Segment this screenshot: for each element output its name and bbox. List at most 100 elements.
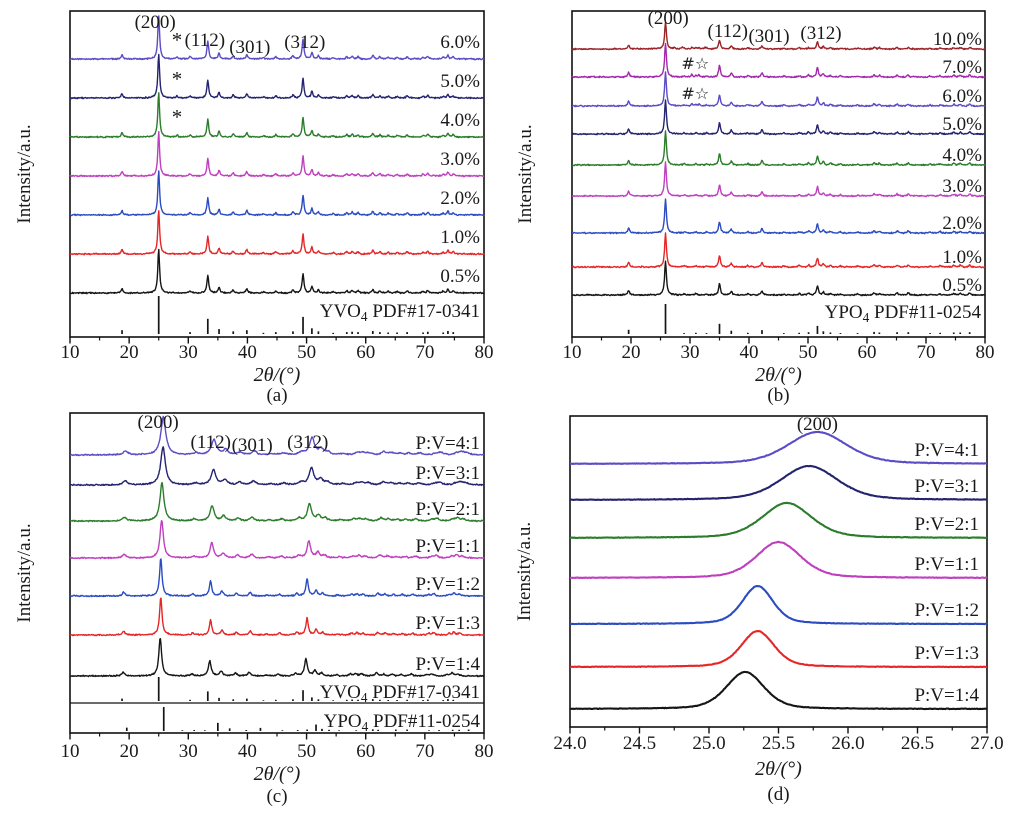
- series-label: P:V=1:2: [415, 574, 480, 595]
- series-label: P:V=3:1: [415, 463, 480, 484]
- xrd-curve-2.0%: [571, 198, 986, 235]
- x-axis-tick-label: 30: [179, 342, 198, 363]
- xrd-curve-P:V=4:1: [569, 430, 988, 465]
- series-label: 2.0%: [440, 188, 480, 209]
- xrd-curve-5.0%: [571, 99, 986, 136]
- impurity-annotation: *: [172, 28, 183, 52]
- peak-label: (301): [232, 435, 273, 456]
- series-label: P:V=1:4: [914, 685, 979, 706]
- reference-stick-pattern: [125, 707, 470, 731]
- x-axis-tick-label: 26.5: [901, 733, 934, 754]
- xrd-curve-4.0%: [69, 92, 485, 139]
- x-axis-tick-label: 10: [61, 342, 80, 363]
- series-label: 5.0%: [440, 71, 480, 92]
- impurity-annotation: #☆: [681, 84, 709, 103]
- x-axis-tick-label: 40: [740, 342, 759, 363]
- xrd-curve-10.0%: [571, 21, 986, 51]
- peak-label: (112): [191, 432, 231, 453]
- series-label: 0.5%: [440, 266, 480, 287]
- reference-label: YPO4 PDF#11-0254: [825, 302, 982, 325]
- impurity-annotation: *: [172, 105, 183, 129]
- reference-label: YPO4 PDF#11-0254: [324, 711, 481, 734]
- xrd-curve-P:V=1:1: [569, 540, 988, 580]
- x-axis-tick-label: 30: [179, 741, 198, 762]
- series-label: P:V=1:4: [415, 654, 480, 675]
- series-label: 0.5%: [942, 275, 982, 296]
- x-axis-tick-label: 50: [297, 342, 316, 363]
- x-axis-tick-label: 60: [356, 741, 375, 762]
- reference-stick-pattern: [627, 304, 971, 334]
- series-label: P:V=4:1: [415, 433, 480, 454]
- xrd-curve-3.0%: [571, 161, 986, 198]
- series-label: P:V=3:1: [914, 476, 979, 497]
- panel-d-chart: 24.0 24.5 25.0 25.5 26.0 26.5 27.0 2θ/(°) (d) Int…: [514, 414, 1004, 805]
- impurity-annotation: *: [172, 67, 183, 91]
- x-axis-tick-label: 24.5: [623, 733, 656, 754]
- xrd-curve-P:V=3:1: [569, 464, 988, 502]
- xrd-curve-7.0%: [571, 42, 986, 79]
- xrd-curve-P:V=1:3: [569, 630, 988, 669]
- xrd-curve-1.0%: [69, 210, 485, 256]
- series-label: 2.0%: [942, 213, 982, 234]
- x-axis-tick-label: 10: [61, 741, 80, 762]
- x-axis-tick-label: 60: [858, 342, 877, 363]
- xrd-curve-1.0%: [571, 232, 986, 269]
- x-axis-tick-label: 25.0: [692, 733, 725, 754]
- x-axis-tick-label: 24.0: [553, 733, 586, 754]
- xrd-curve-P:V=1:3: [69, 597, 485, 637]
- series-label: 4.0%: [440, 110, 480, 131]
- xrd-curve-3.0%: [69, 130, 485, 178]
- xrd-curve-P:V=4:1: [69, 415, 485, 457]
- xrd-curve-P:V=1:2: [569, 584, 988, 626]
- x-axis-label: 2θ/(°): [755, 758, 802, 780]
- peak-label: (200): [797, 414, 838, 435]
- xrd-curve-6.0%: [69, 15, 485, 61]
- series-label: P:V=1:1: [415, 536, 480, 557]
- x-axis-tick-label: 80: [976, 342, 995, 363]
- series-label: 1.0%: [942, 247, 982, 268]
- xrd-curve-5.0%: [69, 53, 485, 100]
- series-label: 7.0%: [942, 57, 982, 78]
- peak-label: (312): [800, 23, 841, 44]
- plot-frame: [571, 10, 986, 338]
- y-axis-label: Intensity/a.u.: [514, 522, 535, 621]
- xrd-curve-P:V=2:1: [69, 481, 485, 523]
- series-label: 6.0%: [942, 86, 982, 107]
- series-label: 5.0%: [942, 114, 982, 135]
- series-label: P:V=1:3: [415, 613, 480, 634]
- peak-label: (301): [229, 37, 270, 58]
- y-axis-label: Intensity/a.u.: [515, 124, 536, 223]
- peak-label: (200): [648, 8, 689, 29]
- x-axis-label: 2θ/(°): [254, 364, 301, 386]
- xrd-curve-4.0%: [571, 130, 986, 167]
- x-axis-tick-label: 50: [297, 741, 316, 762]
- x-axis-label: 2θ/(°): [755, 364, 802, 386]
- xrd-curve-P:V=1:1: [69, 519, 485, 560]
- x-axis-tick-label: 27.0: [970, 733, 1003, 754]
- series-label: P:V=4:1: [914, 440, 979, 461]
- panel-caption: (b): [767, 385, 789, 406]
- impurity-annotation: #☆: [681, 54, 709, 73]
- reference-label: YVO4 PDF#17-0341: [320, 301, 480, 324]
- xrd-curve-2.0%: [69, 170, 485, 217]
- x-axis-tick-label: 70: [415, 741, 434, 762]
- peak-label: (312): [284, 32, 325, 53]
- peak-label: (301): [748, 26, 789, 47]
- x-axis-label: 2θ/(°): [254, 763, 301, 785]
- xrd-curve-P:V=2:1: [569, 501, 988, 540]
- series-label: P:V=1:1: [914, 554, 979, 575]
- xrd-curve-0.5%: [69, 248, 485, 295]
- x-axis-tick-label: 40: [238, 342, 257, 363]
- xrd-curve-P:V=1:4: [69, 637, 485, 678]
- xrd-curve-P:V=1:4: [569, 670, 988, 711]
- panel-caption: (a): [266, 385, 287, 406]
- series-label: 3.0%: [942, 176, 982, 197]
- peak-label: (312): [287, 432, 328, 453]
- xrd-curve-P:V=1:2: [69, 558, 485, 598]
- x-axis-tick-label: 40: [238, 741, 257, 762]
- series-label: 10.0%: [933, 29, 982, 50]
- series-label: P:V=1:2: [914, 600, 979, 621]
- x-axis-tick-label: 30: [681, 342, 700, 363]
- y-axis-label: Intensity/a.u.: [14, 523, 35, 622]
